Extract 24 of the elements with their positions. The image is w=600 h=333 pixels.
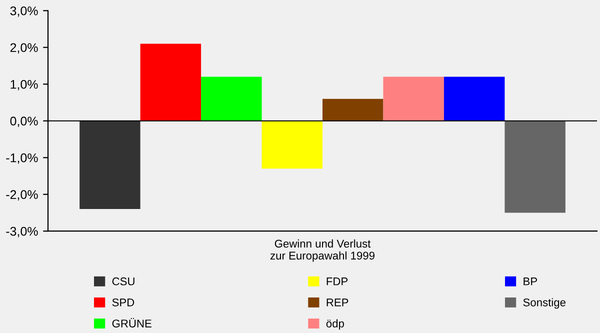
y-tick-label: 1,0%	[10, 80, 38, 90]
bar	[504, 120, 566, 213]
bar	[80, 120, 140, 210]
y-tick-label: -1,0%	[6, 153, 38, 164]
legend-label: REP	[326, 298, 348, 306]
bar	[383, 76, 444, 121]
legend-label: BP	[524, 278, 537, 286]
y-tick-label: -2,0%	[6, 190, 38, 200]
legend-label: SPD	[112, 298, 134, 306]
y-tick-label: 3,0%	[10, 6, 38, 17]
legend-label: ödp	[326, 319, 344, 330]
y-tick-label: 2,0%	[10, 43, 38, 54]
legend-label: GRÜNE	[112, 318, 152, 328]
bar	[140, 44, 202, 121]
bar	[201, 76, 262, 121]
y-tick-label: 0,0%	[10, 116, 38, 128]
bar	[322, 98, 384, 121]
bar	[262, 120, 322, 169]
legend-label: Sonstige	[523, 298, 566, 309]
legend-label: CSU	[112, 277, 134, 286]
x-tick-label: Gewinn und Verlust zur Europawahl 1999	[270, 239, 374, 262]
bar	[444, 76, 505, 121]
y-tick-label: -3,0%	[6, 226, 38, 238]
legend-label: FDP	[326, 278, 348, 286]
